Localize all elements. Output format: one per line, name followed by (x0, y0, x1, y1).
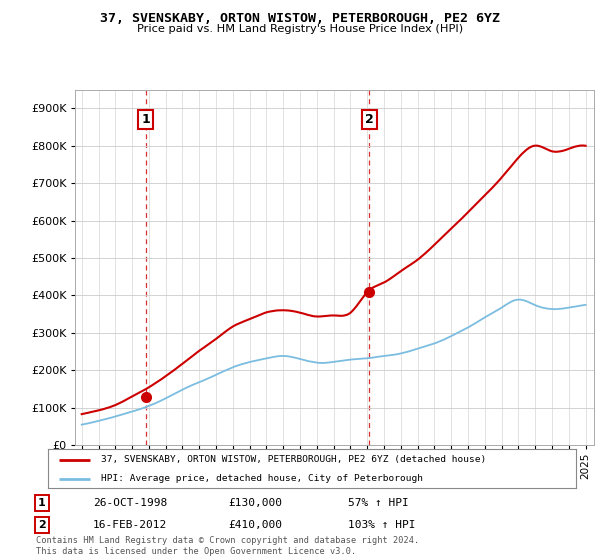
Text: Price paid vs. HM Land Registry's House Price Index (HPI): Price paid vs. HM Land Registry's House … (137, 24, 463, 34)
Text: 57% ↑ HPI: 57% ↑ HPI (348, 498, 409, 508)
Text: Contains HM Land Registry data © Crown copyright and database right 2024.
This d: Contains HM Land Registry data © Crown c… (36, 536, 419, 556)
Text: 37, SVENSKABY, ORTON WISTOW, PETERBOROUGH, PE2 6YZ (detached house): 37, SVENSKABY, ORTON WISTOW, PETERBOROUG… (101, 455, 486, 464)
Text: 16-FEB-2012: 16-FEB-2012 (93, 520, 167, 530)
Text: 2: 2 (38, 520, 46, 530)
Text: 37, SVENSKABY, ORTON WISTOW, PETERBOROUGH, PE2 6YZ: 37, SVENSKABY, ORTON WISTOW, PETERBOROUG… (100, 12, 500, 25)
Text: 1: 1 (142, 113, 150, 126)
Text: 1: 1 (38, 498, 46, 508)
Text: £410,000: £410,000 (228, 520, 282, 530)
Text: HPI: Average price, detached house, City of Peterborough: HPI: Average price, detached house, City… (101, 474, 423, 483)
Text: 26-OCT-1998: 26-OCT-1998 (93, 498, 167, 508)
Text: £130,000: £130,000 (228, 498, 282, 508)
Text: 2: 2 (365, 113, 374, 126)
Text: 103% ↑ HPI: 103% ↑ HPI (348, 520, 415, 530)
